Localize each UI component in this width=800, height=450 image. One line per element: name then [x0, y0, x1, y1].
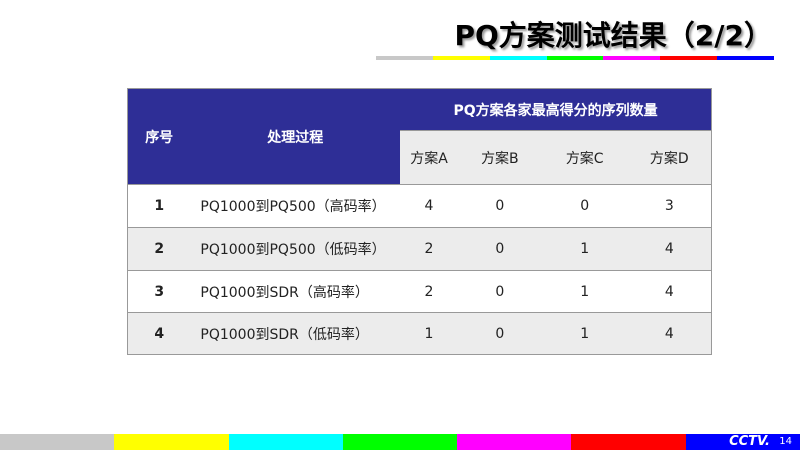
page-number: 14 [779, 436, 792, 447]
cell-a: 2 [400, 270, 458, 313]
table-row: 1 PQ1000到PQ500（高码率） 4 0 0 3 [127, 184, 712, 228]
footer-color-bar [0, 434, 800, 450]
cell-c: 0 [541, 184, 628, 228]
header-scheme-a: 方案A [400, 130, 458, 185]
cell-c: 1 [541, 270, 628, 313]
row-process: PQ1000到PQ500（高码率） [190, 184, 401, 228]
header-scheme-b: 方案B [457, 130, 542, 185]
cell-d: 4 [627, 270, 712, 313]
header-scheme-c: 方案C [541, 130, 628, 185]
header-group: PQ方案各家最高得分的序列数量 [400, 88, 712, 131]
row-index: 3 [127, 270, 191, 313]
cell-a: 2 [400, 227, 458, 271]
cell-b: 0 [457, 184, 542, 228]
cell-d: 4 [627, 312, 712, 355]
cell-d: 4 [627, 227, 712, 271]
slide-title: PQ方案测试结果（2/2） [454, 19, 772, 52]
header-scheme-d: 方案D [627, 130, 712, 185]
header-process: 处理过程 [190, 88, 401, 185]
row-index: 1 [127, 184, 191, 228]
cell-b: 0 [457, 227, 542, 271]
cell-d: 3 [627, 184, 712, 228]
table-row: 4 PQ1000到SDR（低码率） 1 0 1 4 [127, 312, 712, 355]
cell-a: 4 [400, 184, 458, 228]
header-index: 序号 [127, 88, 191, 185]
row-process: PQ1000到SDR（低码率） [190, 312, 401, 355]
row-process: PQ1000到SDR（高码率） [190, 270, 401, 313]
cell-a: 1 [400, 312, 458, 355]
row-process: PQ1000到PQ500（低码率） [190, 227, 401, 271]
cell-c: 1 [541, 312, 628, 355]
results-table: 序号 处理过程 PQ方案各家最高得分的序列数量 方案A 方案B 方案C 方案D … [127, 88, 712, 355]
cctv-logo: CCTV. [729, 434, 770, 449]
cell-b: 0 [457, 270, 542, 313]
table-row: 2 PQ1000到PQ500（低码率） 2 0 1 4 [127, 227, 712, 271]
table-row: 3 PQ1000到SDR（高码率） 2 0 1 4 [127, 270, 712, 313]
cell-b: 0 [457, 312, 542, 355]
cell-c: 1 [541, 227, 628, 271]
row-index: 4 [127, 312, 191, 355]
title-underline-stripes [376, 56, 775, 60]
row-index: 2 [127, 227, 191, 271]
